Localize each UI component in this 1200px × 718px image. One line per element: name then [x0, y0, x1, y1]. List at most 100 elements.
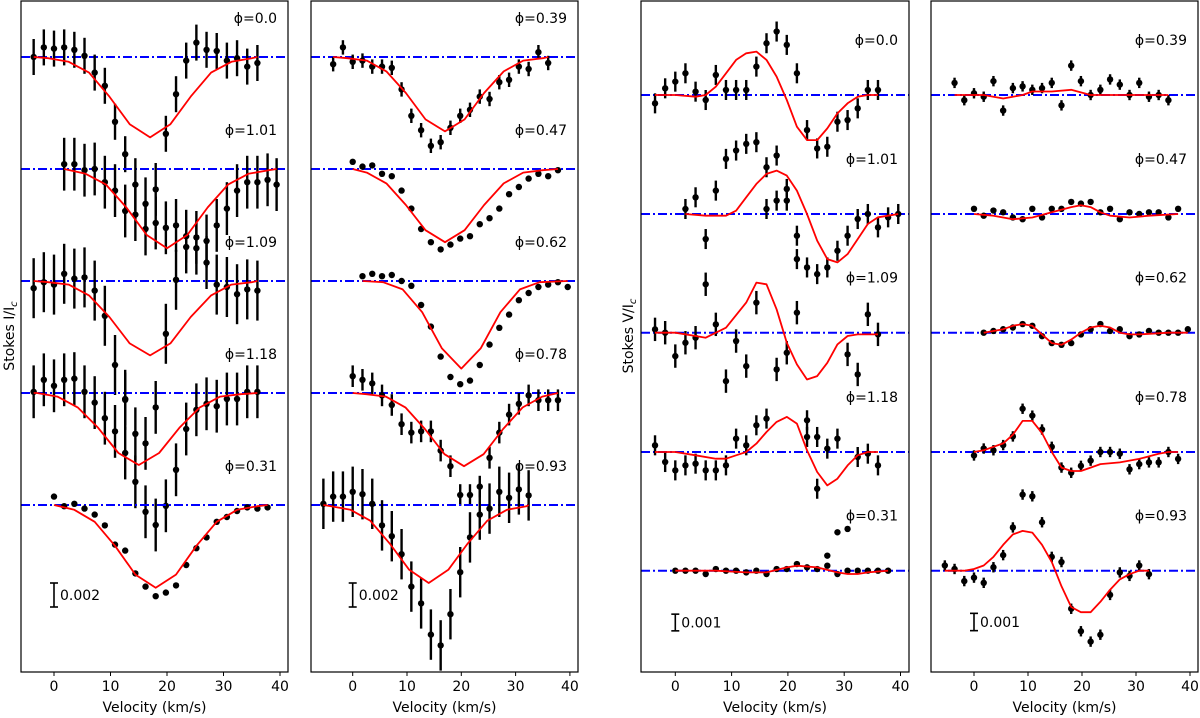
data-point: [712, 71, 720, 79]
data-point: [773, 197, 780, 204]
data-point: [349, 58, 356, 65]
data-point: [1145, 327, 1153, 335]
data-point: [466, 491, 474, 499]
data-point: [874, 462, 882, 469]
x-tick-label: 0: [50, 679, 59, 695]
data-point: [254, 59, 261, 67]
data-point: [874, 224, 882, 231]
data-point: [793, 232, 801, 239]
model-curve: [362, 280, 568, 370]
data-point: [369, 500, 376, 507]
data-point: [672, 352, 679, 360]
data-point: [132, 430, 139, 437]
data-point: [783, 185, 790, 193]
data-point: [81, 52, 88, 59]
data-point: [651, 100, 659, 107]
data-point: [60, 161, 68, 168]
profile: [641, 132, 909, 285]
data-point: [359, 163, 366, 170]
phase-label: ϕ=1.18: [846, 390, 898, 406]
data-point: [1097, 448, 1104, 456]
panel-2: ϕ=0.39 ϕ=0.47 ϕ=0.62 ϕ=0.78 ϕ=0.93 0 10 20 30 40 V…: [310, 0, 579, 716]
data-point: [369, 380, 376, 387]
data-point: [40, 376, 48, 383]
data-point: [388, 64, 395, 72]
data-point: [162, 224, 170, 231]
x-tick-label: 40: [561, 679, 579, 695]
data-point: [1087, 638, 1094, 645]
data-point: [30, 285, 37, 292]
data-point: [1116, 81, 1124, 88]
data-point: [844, 116, 851, 124]
data-point: [142, 508, 149, 515]
data-point: [763, 205, 770, 213]
data-point: [30, 53, 37, 61]
data-point: [864, 311, 872, 318]
scale-bar-label: 0.001: [681, 616, 721, 632]
data-point: [1165, 96, 1172, 104]
data-point: [359, 491, 366, 498]
data-point: [408, 282, 415, 289]
data-point: [803, 264, 811, 271]
y-axis-label: Stokes I/Ic: [2, 301, 20, 371]
data-point: [447, 463, 454, 470]
phase-label: ϕ=0.93: [515, 459, 567, 475]
x-tick-label: 20: [779, 679, 797, 695]
data-point: [183, 57, 190, 64]
data-point: [132, 181, 139, 188]
data-point: [398, 421, 405, 428]
data-point: [1048, 79, 1055, 87]
data-point: [81, 274, 88, 281]
data-point: [773, 28, 780, 35]
data-point: [213, 281, 220, 288]
scale-bar: 0.002: [50, 582, 100, 608]
data-point: [854, 567, 861, 574]
data-point: [111, 361, 119, 369]
x-tick-label: 20: [1073, 679, 1091, 695]
data-point: [152, 186, 159, 193]
data-point: [142, 583, 149, 590]
data-point: [1058, 102, 1065, 109]
data-point: [1136, 79, 1143, 87]
data-point: [329, 60, 337, 68]
profile: [21, 24, 288, 173]
data-point: [81, 167, 88, 174]
data-point: [753, 138, 760, 146]
data-point: [722, 86, 730, 94]
data-point: [844, 351, 851, 358]
data-point: [476, 361, 483, 369]
data-point: [417, 301, 425, 309]
profile: [931, 198, 1198, 223]
phase-label: ϕ=1.01: [225, 123, 277, 139]
data-point: [486, 341, 493, 348]
data-point: [388, 533, 395, 540]
data-point: [1009, 84, 1017, 92]
data-point: [183, 243, 190, 251]
data-point: [999, 209, 1007, 216]
x-tick-label: 40: [271, 679, 289, 695]
data-point: [1019, 83, 1026, 90]
data-point: [1097, 86, 1104, 94]
data-point: [437, 139, 444, 146]
x-tick-label: 0: [970, 679, 979, 695]
data-point: [824, 562, 831, 569]
data-point: [457, 235, 464, 242]
model-curve: [655, 415, 878, 487]
data-point: [398, 277, 405, 285]
data-point: [1116, 569, 1124, 576]
data-point: [525, 289, 532, 297]
profile: [21, 137, 288, 289]
data-point: [162, 130, 170, 137]
scale-bar: 0.001: [671, 613, 721, 632]
data-point: [233, 395, 241, 403]
data-point: [339, 493, 347, 500]
data-point: [1136, 460, 1143, 468]
data-point: [844, 567, 851, 574]
data-point: [712, 321, 720, 328]
data-point: [91, 69, 98, 76]
data-point: [398, 187, 405, 194]
data-point: [457, 569, 464, 576]
data-point: [564, 283, 571, 291]
profile: [311, 270, 578, 388]
data-point: [152, 593, 159, 600]
